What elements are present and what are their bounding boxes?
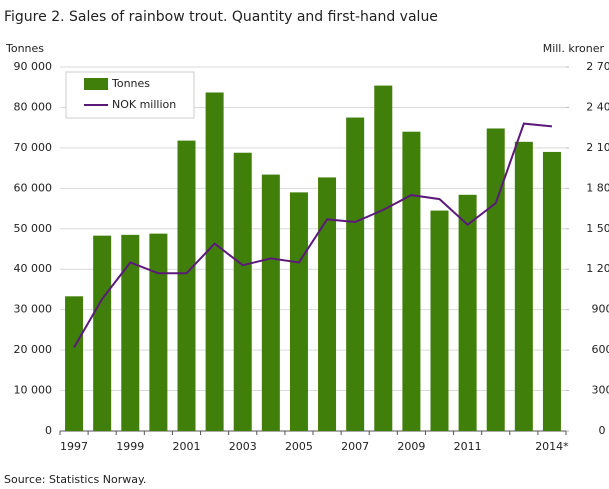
bar [233,152,252,431]
x-tick-label: 2011 [454,440,482,453]
x-tick-label: 1997 [60,440,88,453]
bar [149,233,168,431]
bar [177,140,196,431]
source: Source: Statistics Norway. [4,473,146,486]
y-tick-label: 30 000 [14,303,53,316]
y-tick-label: 40 000 [14,262,53,275]
x-tick-label: 2001 [173,440,201,453]
bar [318,177,337,431]
y2-tick-label: 2 100 [586,141,609,154]
y2-tick-label: 1 200 [586,262,609,275]
bar [486,128,505,431]
line [73,122,553,348]
bar [458,194,477,431]
y-tick-label: 10 000 [14,384,53,397]
y2-tick-label: 600 [592,343,609,356]
y2-tick-label: 900 [592,303,609,316]
legend-label: NOK million [112,98,176,111]
y-tick-label: 20 000 [14,343,53,356]
y2-tick-label: 300 [592,384,609,397]
y-tick-label: 0 [45,424,52,437]
bar [93,235,112,431]
legend-swatch [84,78,108,90]
y2-tick-label: 2 400 [586,100,609,113]
y-tick-label: 60 000 [14,181,53,194]
legend-label: Tonnes [111,77,150,90]
bar [514,141,533,432]
bar [542,151,561,431]
y2-tick-label: 1 500 [586,222,609,235]
bar [374,85,393,432]
bar [121,234,140,431]
bar [430,210,449,431]
bar [65,296,84,431]
bar [205,92,224,431]
x-tick-label: 2014* [535,440,569,453]
y-axis-label: Tonnes [5,42,44,55]
y2-tick-label: 1 800 [586,181,609,194]
y2-tick-label: 2 700 [586,60,609,73]
bar [261,174,280,432]
bar [346,117,365,432]
y2-tick-label: 0 [599,424,606,437]
chart-title: Figure 2. Sales of rainbow trout. Quanti… [4,9,438,25]
bar [402,131,421,431]
y-tick-label: 70 000 [14,141,53,154]
y-tick-label: 80 000 [14,100,53,113]
x-tick-label: 2007 [341,440,369,453]
x-tick-label: 2009 [397,440,425,453]
y2-axis-label: Mill. kroner [543,42,605,55]
x-tick-label: 2005 [285,440,313,453]
y-tick-label: 50 000 [14,222,53,235]
y-tick-label: 90 000 [14,60,53,73]
x-tick-label: 2003 [229,440,257,453]
x-tick-label: 1999 [116,440,144,453]
bar [289,192,308,431]
